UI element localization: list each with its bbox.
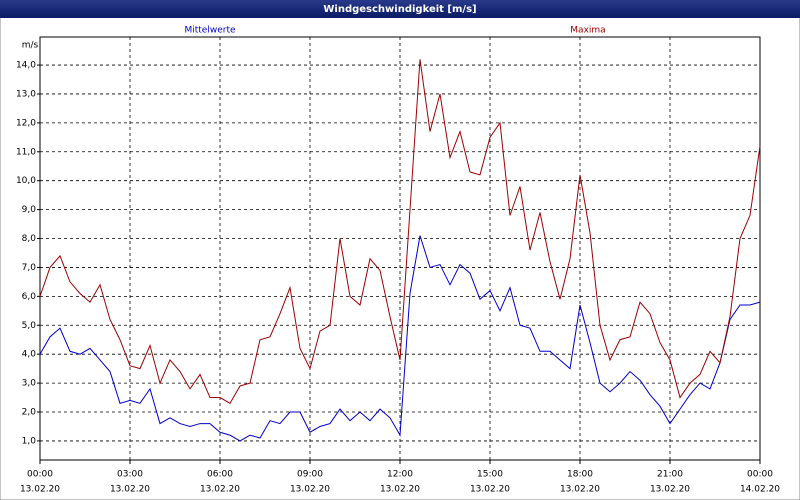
x-tick-date: 13.02.20	[20, 485, 60, 495]
x-tick-label: 21:00	[657, 470, 683, 480]
x-tick-date: 13.02.20	[560, 485, 600, 495]
y-tick-label: 5,0	[22, 321, 37, 331]
y-unit: m/s	[22, 41, 39, 51]
y-tick-label: 9,0	[22, 205, 37, 215]
x-tick-label: 15:00	[477, 470, 503, 480]
legend-label: Mittelwerte	[184, 26, 235, 36]
y-tick-label: 13,0	[16, 89, 36, 99]
y-tick-label: 11,0	[16, 147, 36, 157]
x-tick-label: 18:00	[567, 470, 593, 480]
x-tick-label: 03:00	[117, 470, 143, 480]
y-tick-label: 2,0	[22, 408, 37, 418]
series-line	[39, 59, 761, 405]
y-tick-label: 10,0	[16, 176, 36, 186]
legend-label: Maxima	[570, 26, 605, 36]
y-tick-label: 4,0	[22, 350, 37, 360]
x-tick-date: 13.02.20	[380, 485, 420, 495]
x-tick-label: 00:00	[747, 470, 773, 480]
y-tick-label: 6,0	[22, 292, 37, 302]
chart-title: Windgeschwindigkeit [m/s]	[323, 4, 476, 15]
y-tick-label: 7,0	[22, 263, 37, 273]
y-tick-label: 8,0	[22, 234, 37, 244]
x-tick-label: 12:00	[387, 470, 413, 480]
x-tick-label: 00:00	[27, 470, 53, 480]
x-tick-date: 13.02.20	[200, 485, 240, 495]
x-tick-date: 14.02.20	[740, 485, 780, 495]
x-tick-label: 06:00	[207, 470, 233, 480]
x-tick-date: 13.02.20	[650, 485, 690, 495]
x-tick-date: 13.02.20	[470, 485, 510, 495]
y-tick-label: 3,0	[22, 379, 37, 389]
y-tick-label: 14,0	[16, 61, 36, 71]
y-tick-label: 1,0	[22, 436, 37, 446]
series-line	[39, 235, 761, 442]
title-bar	[0, 0, 800, 18]
x-tick-date: 13.02.20	[290, 485, 330, 495]
x-tick-date: 13.02.20	[110, 485, 150, 495]
x-tick-label: 09:00	[297, 470, 323, 480]
y-tick-label: 12,0	[16, 118, 36, 128]
